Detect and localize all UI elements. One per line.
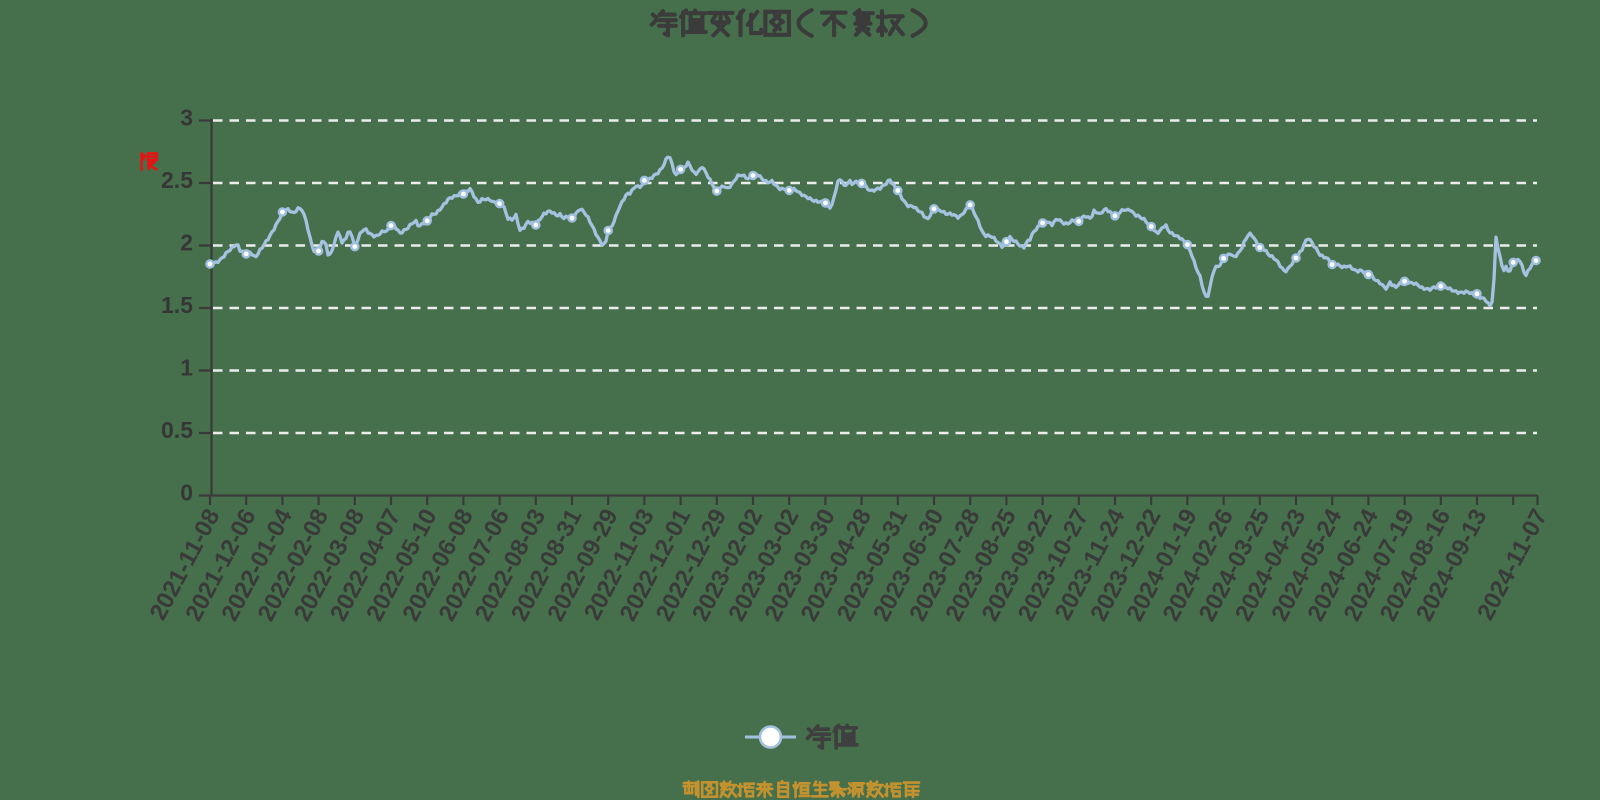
svg-text:0.5: 0.5 xyxy=(161,417,193,443)
svg-text:0: 0 xyxy=(180,480,193,506)
svg-text:3: 3 xyxy=(180,105,193,131)
svg-text:1: 1 xyxy=(180,355,193,381)
svg-text:2: 2 xyxy=(180,230,193,256)
svg-text:1.5: 1.5 xyxy=(161,292,193,318)
svg-text:2.5: 2.5 xyxy=(161,167,193,193)
